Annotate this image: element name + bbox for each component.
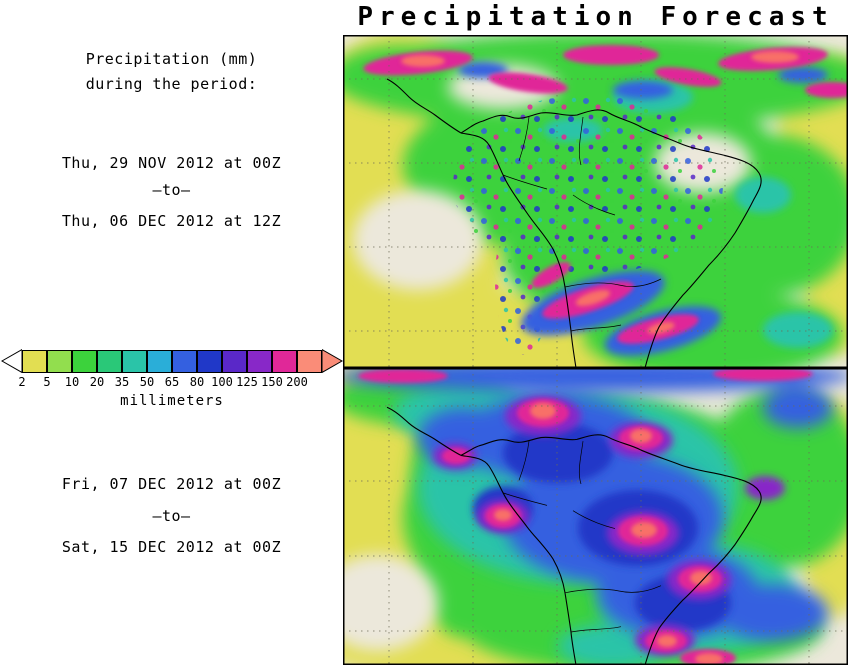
forecast-map-period2 [343, 368, 848, 665]
period2-end-date: Sat, 15 DEC 2012 at 00Z [61, 538, 282, 556]
legend-unit-label: millimeters [120, 393, 224, 409]
legend-cell [72, 349, 97, 373]
map-border [343, 368, 848, 665]
legend-tick-label: 100 [211, 375, 233, 389]
forecast-map-period1 [343, 35, 848, 368]
precipitation-color-scale: 2 5 10 20 35 50 65 80 100 125 150 200 millimeters [1, 349, 346, 411]
period1-start-date: Thu, 29 NOV 2012 at 00Z [61, 154, 282, 172]
period1-separator: –to– [152, 181, 191, 199]
legend-cell [172, 349, 197, 373]
legend-tick-label: 2 [18, 375, 26, 389]
info-heading-line1: Precipitation (mm) [85, 50, 258, 68]
legend-tick-label: 200 [286, 375, 308, 389]
legend-tick-label: 50 [139, 375, 155, 389]
legend-underflow-arrow [1, 349, 22, 373]
legend-cell [47, 349, 72, 373]
legend-cell [22, 349, 47, 373]
legend-cell [272, 349, 297, 373]
latlon-gridlines [343, 368, 848, 665]
precip-layer-extreme [401, 51, 799, 334]
legend-cell [197, 349, 222, 373]
legend-cell [297, 349, 322, 373]
legend-tick-label: 80 [189, 375, 205, 389]
dry-zones [343, 555, 438, 651]
legend-cell [222, 349, 247, 373]
legend-tick-label: 20 [89, 375, 105, 389]
legend-overflow-arrow [322, 349, 343, 373]
page-title: Precipitation Forecast [357, 2, 834, 32]
legend-bar [1, 349, 346, 373]
legend-ticks: 2 5 10 20 35 50 65 80 100 125 150 200 [1, 375, 346, 391]
legend-tick-label: 125 [236, 375, 258, 389]
legend-tick-label: 150 [261, 375, 283, 389]
legend-tick-label: 5 [43, 375, 51, 389]
legend-tick-label: 35 [114, 375, 130, 389]
legend-cell [97, 349, 122, 373]
precip-layer-extreme [494, 403, 723, 665]
legend-tick-label: 10 [64, 375, 80, 389]
info-heading-line2: during the period: [85, 75, 258, 93]
period1-end-date: Thu, 06 DEC 2012 at 12Z [61, 212, 282, 230]
legend-cell [247, 349, 272, 373]
legend-cells [22, 349, 322, 373]
period2-separator: –to– [152, 507, 191, 525]
legend-cell [122, 349, 147, 373]
period2-start-date: Fri, 07 DEC 2012 at 00Z [61, 475, 282, 493]
latlon-gridlines [343, 35, 848, 368]
legend-tick-label: 65 [164, 375, 180, 389]
legend-cell [147, 349, 172, 373]
